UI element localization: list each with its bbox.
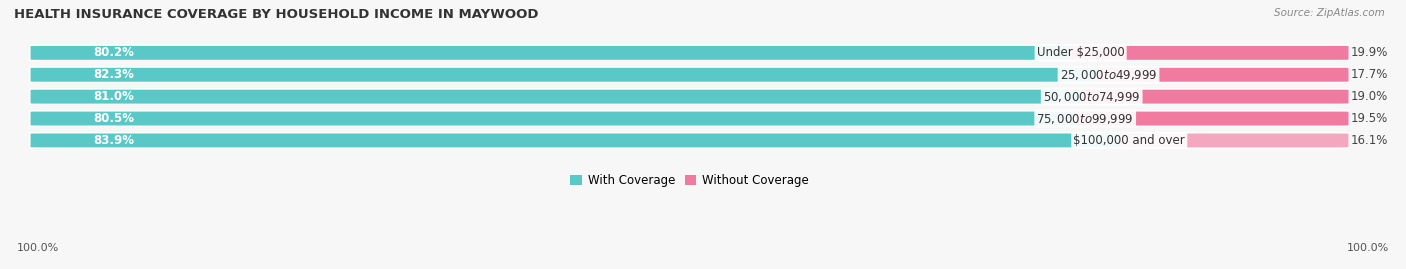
Text: Under $25,000: Under $25,000 bbox=[1036, 46, 1125, 59]
Text: 19.5%: 19.5% bbox=[1351, 112, 1388, 125]
FancyBboxPatch shape bbox=[1070, 46, 1348, 60]
Text: 80.2%: 80.2% bbox=[93, 46, 134, 59]
FancyBboxPatch shape bbox=[31, 90, 1348, 104]
Text: $100,000 and over: $100,000 and over bbox=[1073, 134, 1185, 147]
Text: 82.3%: 82.3% bbox=[93, 68, 134, 81]
Text: 81.0%: 81.0% bbox=[93, 90, 134, 103]
FancyBboxPatch shape bbox=[31, 68, 1348, 82]
Text: HEALTH INSURANCE COVERAGE BY HOUSEHOLD INCOME IN MAYWOOD: HEALTH INSURANCE COVERAGE BY HOUSEHOLD I… bbox=[14, 8, 538, 21]
FancyBboxPatch shape bbox=[1074, 112, 1348, 126]
FancyBboxPatch shape bbox=[1098, 68, 1348, 82]
FancyBboxPatch shape bbox=[31, 112, 1095, 126]
FancyBboxPatch shape bbox=[31, 68, 1119, 82]
Text: 16.1%: 16.1% bbox=[1351, 134, 1389, 147]
Text: $25,000 to $49,999: $25,000 to $49,999 bbox=[1060, 68, 1157, 82]
Text: 19.9%: 19.9% bbox=[1351, 46, 1389, 59]
FancyBboxPatch shape bbox=[31, 133, 1140, 147]
Text: Source: ZipAtlas.com: Source: ZipAtlas.com bbox=[1274, 8, 1385, 18]
FancyBboxPatch shape bbox=[31, 90, 1102, 104]
Text: 19.0%: 19.0% bbox=[1351, 90, 1388, 103]
FancyBboxPatch shape bbox=[31, 112, 1348, 126]
FancyBboxPatch shape bbox=[1081, 90, 1348, 104]
Text: 100.0%: 100.0% bbox=[17, 243, 59, 253]
FancyBboxPatch shape bbox=[31, 46, 1091, 60]
FancyBboxPatch shape bbox=[1119, 133, 1348, 147]
Text: 83.9%: 83.9% bbox=[93, 134, 134, 147]
FancyBboxPatch shape bbox=[31, 133, 1348, 147]
Text: $75,000 to $99,999: $75,000 to $99,999 bbox=[1036, 112, 1133, 126]
FancyBboxPatch shape bbox=[31, 46, 1348, 60]
Text: 17.7%: 17.7% bbox=[1351, 68, 1389, 81]
Text: 100.0%: 100.0% bbox=[1347, 243, 1389, 253]
Text: 80.5%: 80.5% bbox=[93, 112, 134, 125]
Text: $50,000 to $74,999: $50,000 to $74,999 bbox=[1043, 90, 1140, 104]
Legend: With Coverage, Without Coverage: With Coverage, Without Coverage bbox=[565, 169, 814, 192]
